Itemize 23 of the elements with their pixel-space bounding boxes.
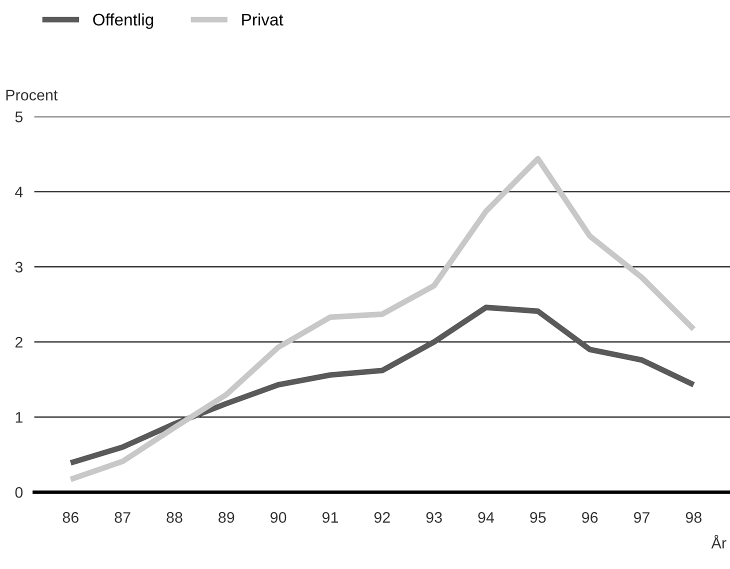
x-tick-label: 88 [166, 512, 182, 523]
y-axis-title: Procent [6, 90, 58, 100]
x-tick-label: 92 [374, 512, 390, 523]
legend-label: Privat [242, 13, 284, 26]
x-tick-label: 97 [634, 512, 650, 523]
x-tick-label: 95 [530, 512, 546, 523]
y-tick-label: 3 [15, 262, 23, 273]
y-tick-label: 5 [15, 112, 23, 122]
legend-label: Offentlig [93, 13, 154, 29]
x-tick-label: 89 [218, 512, 234, 523]
x-tick-label: 94 [478, 512, 494, 523]
x-tick-label: 87 [114, 512, 130, 523]
y-tick-label: 0 [15, 487, 23, 498]
y-tick-label: 1 [16, 412, 22, 423]
x-tick-label: 98 [686, 512, 702, 523]
x-axis-title: År [711, 534, 726, 548]
x-tick-label: 86 [62, 512, 78, 523]
x-tick-label: 96 [582, 512, 598, 523]
x-tick-label: 93 [426, 512, 442, 523]
x-tick-label: 90 [270, 512, 286, 523]
x-tick-label: 91 [322, 512, 338, 523]
y-tick-label: 2 [15, 336, 22, 348]
y-tick-label: 4 [15, 186, 23, 198]
